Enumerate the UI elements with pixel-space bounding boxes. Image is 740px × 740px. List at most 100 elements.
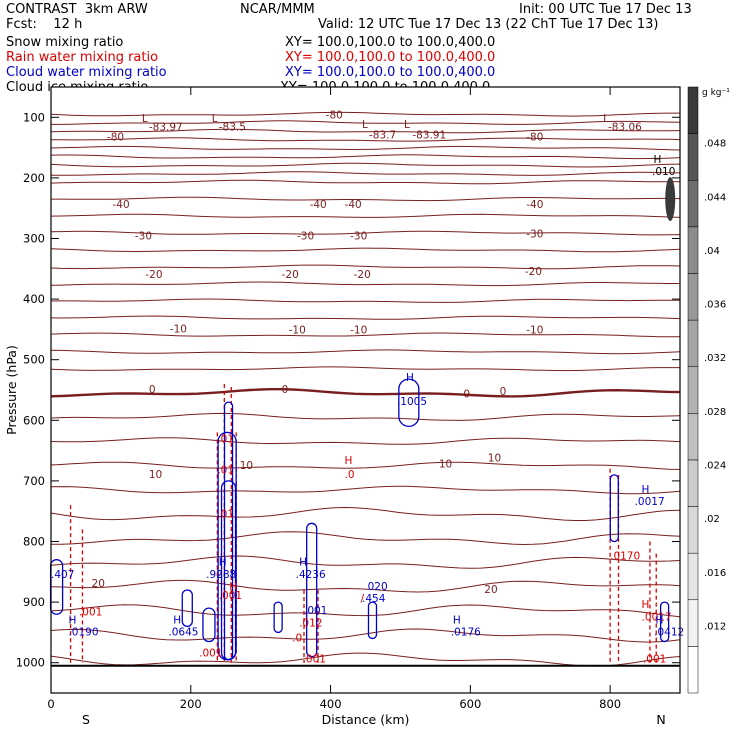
cloud-water-label: H bbox=[173, 614, 181, 626]
temperature-label: -10 bbox=[170, 323, 187, 335]
cloud-water-label: .1005 bbox=[397, 396, 427, 408]
rain-label: H bbox=[229, 581, 237, 593]
rain-label: .01 bbox=[217, 465, 234, 477]
temperature-contour-line bbox=[50, 349, 681, 355]
y-tick-label: 800 bbox=[23, 535, 45, 549]
temperature-contour-line bbox=[50, 555, 681, 569]
chart-title-left: CONTRAST 3km ARW bbox=[6, 2, 148, 17]
temperature-contour-line bbox=[50, 128, 681, 134]
temperature-label: 0 bbox=[463, 388, 470, 400]
y-tick-label: 500 bbox=[23, 353, 45, 367]
temperature-contour-line bbox=[50, 179, 681, 185]
x-tick-label: 200 bbox=[180, 697, 202, 711]
cloud-ice-shading bbox=[665, 177, 676, 222]
temperature-contour-line bbox=[50, 506, 681, 521]
temperature-contour-line bbox=[50, 437, 681, 445]
temperature-label: L bbox=[603, 113, 609, 125]
x-end-label-right: N bbox=[656, 712, 665, 727]
cloud-water-label: 020 bbox=[368, 581, 388, 593]
temperature-contour-line bbox=[50, 604, 681, 618]
cloud-contour-line bbox=[220, 480, 237, 661]
cloud-water-label: .407 bbox=[51, 569, 74, 581]
temperature-contour-line bbox=[50, 461, 681, 470]
temperature-label: -30 bbox=[526, 228, 543, 240]
rain-label: / bbox=[361, 593, 365, 605]
rain-label: .0 bbox=[345, 469, 355, 481]
cloud-contour-line bbox=[273, 601, 283, 634]
cloud-ice-label: H bbox=[653, 154, 661, 166]
cloud-water-contours bbox=[49, 177, 676, 661]
temperature-label: -30 bbox=[297, 231, 314, 243]
cloud-water-label: H bbox=[406, 372, 414, 384]
y-tick-label: 700 bbox=[23, 474, 45, 488]
temperature-contour-line bbox=[50, 137, 681, 142]
colorbar-swatch bbox=[687, 366, 699, 414]
temperature-label: -40 bbox=[310, 199, 327, 211]
colorbar-unit: g kg⁻¹ bbox=[702, 88, 730, 98]
temperature-contour-line bbox=[50, 154, 681, 160]
temperature-contour-line bbox=[50, 247, 681, 253]
y-tick-label: 300 bbox=[23, 232, 45, 246]
rain-label: .0170 bbox=[610, 551, 640, 563]
temperature-contour-line bbox=[50, 531, 681, 546]
cloud-water-label: H bbox=[68, 614, 76, 626]
cloud-contour-line bbox=[398, 378, 420, 428]
x-axis-label: Distance (km) bbox=[322, 712, 410, 727]
temperature-label: -40 bbox=[345, 199, 362, 211]
field-xy-cloud-water: XY= 100.0,100.0 to 100.0,400.0 bbox=[285, 65, 496, 80]
temperature-contour-line bbox=[50, 412, 681, 421]
temperature-label: -20 bbox=[145, 269, 162, 281]
cloud-contour-line bbox=[659, 601, 670, 643]
temperature-label: -83.7 bbox=[369, 130, 396, 142]
temperature-label: 0 bbox=[282, 384, 289, 396]
cloud-contour-line bbox=[202, 607, 216, 643]
colorbar-swatch bbox=[687, 226, 699, 274]
temperature-label: -30 bbox=[350, 231, 367, 243]
colorbar-tick-label: .012 bbox=[704, 621, 726, 632]
temperature-label: -20 bbox=[282, 269, 299, 281]
temperature-contour-line bbox=[50, 111, 680, 117]
rain-label: .012 bbox=[299, 617, 322, 629]
cloud-ice-label: .010 bbox=[652, 166, 675, 178]
cloud-contour-line bbox=[181, 589, 193, 627]
contour-labels: L-83.97L-83.5 L-83.7L-83.91L-83.06-80-80-… bbox=[51, 110, 684, 666]
temperature-label: -10 bbox=[289, 325, 306, 337]
cloud-contour-line bbox=[609, 474, 619, 543]
temperature-contour-line bbox=[50, 315, 681, 320]
x-tick-label: 0 bbox=[47, 697, 54, 711]
colorbar-tick-label: .044 bbox=[704, 192, 726, 203]
colorbar-swatch bbox=[687, 552, 699, 601]
x-end-label-left: S bbox=[82, 712, 90, 727]
plot-frame bbox=[50, 86, 681, 694]
temperature-contour-line bbox=[50, 366, 680, 372]
temperature-label: L bbox=[142, 113, 148, 125]
rain-label: .0 bbox=[292, 632, 302, 644]
field-name-rain: Rain water mixing ratio bbox=[6, 50, 159, 65]
rain-label: .001 bbox=[643, 654, 666, 666]
temperature-contour-line bbox=[51, 196, 681, 202]
x-tick-label: 800 bbox=[599, 697, 621, 711]
cloud-water-label: .4236 bbox=[296, 569, 326, 581]
rain-label: .01 bbox=[217, 508, 234, 520]
y-tick-label: 400 bbox=[23, 292, 45, 306]
field-xy-snow: XY= 100.0,100.0 to 100.0,400.0 bbox=[285, 35, 496, 50]
temperature-label: -83.5 bbox=[219, 122, 246, 134]
y-tick-label: 900 bbox=[23, 595, 45, 609]
colorbar-tick-label: .036 bbox=[704, 300, 726, 311]
temperature-label: -20 bbox=[525, 266, 542, 278]
temperature-label: 20 bbox=[92, 578, 105, 590]
rain-label: .001 bbox=[199, 648, 222, 660]
cloud-water-label: H bbox=[453, 614, 461, 626]
colorbar-swatch bbox=[687, 319, 699, 367]
temperature-label: L bbox=[404, 119, 410, 131]
colorbar: .012 .016 .02 .024 .028 .032 .036 .04 .044 .048 g … bbox=[687, 86, 730, 694]
forecast-hour: Fcst: 12 h bbox=[6, 17, 83, 32]
temperature-label: -80 bbox=[526, 131, 543, 143]
temperature-label: -80 bbox=[107, 131, 124, 143]
cloud-water-label: .0176 bbox=[451, 626, 481, 638]
temperature-contour-line bbox=[50, 388, 681, 398]
colorbar-swatch bbox=[687, 179, 699, 228]
rain-label: .001 bbox=[219, 590, 242, 602]
colorbar-tick-label: .024 bbox=[704, 461, 726, 472]
